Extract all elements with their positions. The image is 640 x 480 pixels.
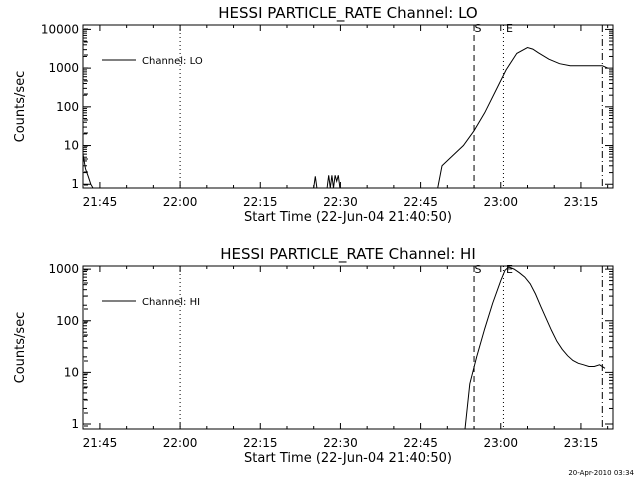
marker-label-s: S bbox=[475, 263, 482, 276]
y-tick-label: 10000 bbox=[41, 22, 79, 36]
x-axis-label: Start Time (22-Jun-04 21:40:50) bbox=[244, 451, 452, 466]
marker-label-s: S bbox=[475, 22, 482, 35]
series-line bbox=[437, 46, 608, 188]
x-tick-label: 22:15 bbox=[243, 436, 278, 450]
y-tick-label: 100 bbox=[56, 100, 79, 114]
x-tick-label: 21:45 bbox=[83, 436, 118, 450]
x-tick-label: 22:45 bbox=[403, 436, 438, 450]
y-tick-label: 1 bbox=[71, 177, 79, 191]
x-tick-label: 23:00 bbox=[483, 195, 518, 209]
x-axis-label: Start Time (22-Jun-04 21:40:50) bbox=[244, 210, 452, 225]
panel-lo: HESSI PARTICLE_RATE Channel: LO Counts/s… bbox=[13, 4, 614, 225]
y-tick-label: 1 bbox=[71, 417, 79, 431]
x-tick-label: 22:15 bbox=[243, 195, 278, 209]
y-tick-label: 1000 bbox=[48, 61, 79, 75]
y-tick-label: 10 bbox=[64, 365, 79, 379]
legend-label: Channel: HI bbox=[142, 297, 200, 308]
timestamp: 20-Apr-2010 03:34 bbox=[568, 469, 634, 477]
y-axis-label: Counts/sec bbox=[13, 71, 28, 143]
plot-frame bbox=[82, 265, 614, 430]
x-tick-label: 23:00 bbox=[483, 436, 518, 450]
x-tick-label: 22:45 bbox=[403, 195, 438, 209]
x-tick-label: 22:30 bbox=[323, 195, 358, 209]
legend-label: Channel: LO bbox=[142, 56, 203, 67]
y-tick-label: 10 bbox=[64, 139, 79, 153]
x-tick-label: 23:15 bbox=[564, 436, 599, 450]
series-line bbox=[83, 154, 94, 188]
series-line bbox=[464, 266, 606, 429]
plot-frame bbox=[82, 24, 614, 189]
marker-label-e: E bbox=[506, 263, 513, 276]
x-tick-label: 22:30 bbox=[323, 436, 358, 450]
x-tick-label: 23:15 bbox=[564, 195, 599, 209]
chart-title: HESSI PARTICLE_RATE Channel: LO bbox=[218, 4, 477, 23]
series-line bbox=[313, 175, 341, 188]
panel-hi: HESSI PARTICLE_RATE Channel: HI Counts/s… bbox=[13, 245, 614, 466]
y-tick-label: 100 bbox=[56, 314, 79, 328]
x-tick-label: 22:00 bbox=[163, 436, 198, 450]
marker-label-e: E bbox=[506, 22, 513, 35]
x-tick-label: 21:45 bbox=[83, 195, 118, 209]
x-tick-label: 22:00 bbox=[163, 195, 198, 209]
y-tick-label: 1000 bbox=[48, 262, 79, 276]
y-axis-label: Counts/sec bbox=[13, 312, 28, 384]
chart-title: HESSI PARTICLE_RATE Channel: HI bbox=[220, 245, 476, 264]
